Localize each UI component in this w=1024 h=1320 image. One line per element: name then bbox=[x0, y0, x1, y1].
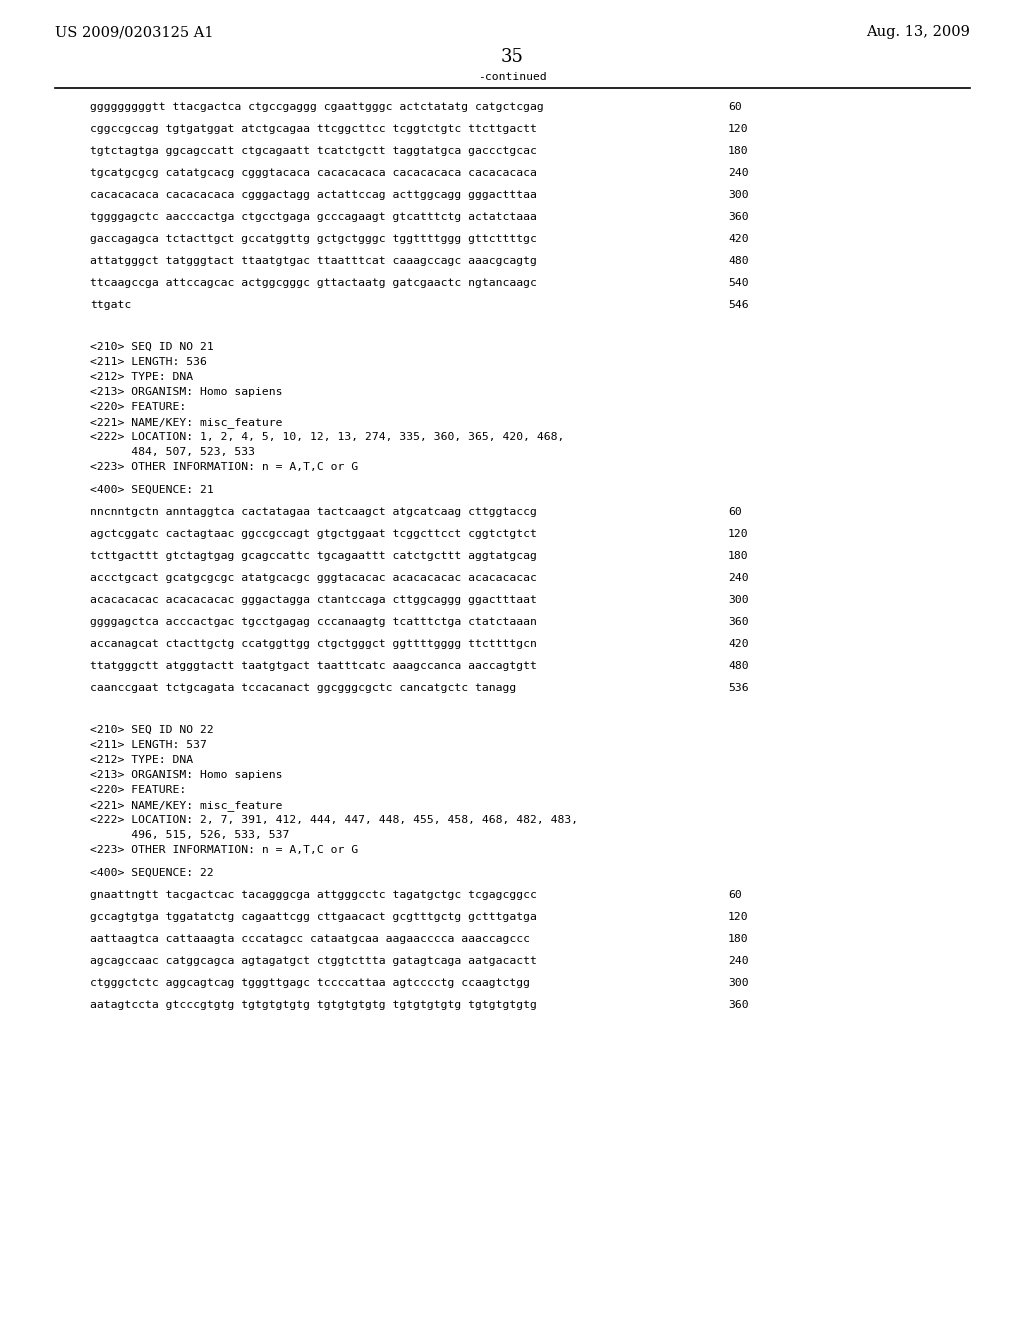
Text: 180: 180 bbox=[728, 935, 749, 944]
Text: <210> SEQ ID NO 21: <210> SEQ ID NO 21 bbox=[90, 342, 214, 352]
Text: agctcggatc cactagtaac ggccgccagt gtgctggaat tcggcttcct cggtctgtct: agctcggatc cactagtaac ggccgccagt gtgctgg… bbox=[90, 529, 537, 539]
Text: <211> LENGTH: 537: <211> LENGTH: 537 bbox=[90, 741, 207, 750]
Text: 360: 360 bbox=[728, 1001, 749, 1010]
Text: 300: 300 bbox=[728, 190, 749, 201]
Text: <222> LOCATION: 2, 7, 391, 412, 444, 447, 448, 455, 458, 468, 482, 483,: <222> LOCATION: 2, 7, 391, 412, 444, 447… bbox=[90, 814, 579, 825]
Text: ttatgggctt atgggtactt taatgtgact taatttcatc aaagccanca aaccagtgtt: ttatgggctt atgggtactt taatgtgact taatttc… bbox=[90, 661, 537, 671]
Text: acacacacac acacacacac gggactagga ctantccaga cttggcaggg ggactttaat: acacacacac acacacacac gggactagga ctantcc… bbox=[90, 595, 537, 605]
Text: gaccagagca tctacttgct gccatggttg gctgctgggc tggttttggg gttcttttgc: gaccagagca tctacttgct gccatggttg gctgctg… bbox=[90, 234, 537, 244]
Text: ttgatc: ttgatc bbox=[90, 300, 131, 310]
Text: 240: 240 bbox=[728, 956, 749, 966]
Text: <223> OTHER INFORMATION: n = A,T,C or G: <223> OTHER INFORMATION: n = A,T,C or G bbox=[90, 462, 358, 473]
Text: 120: 120 bbox=[728, 912, 749, 921]
Text: 300: 300 bbox=[728, 595, 749, 605]
Text: cacacacaca cacacacaca cgggactagg actattccag acttggcagg gggactttaa: cacacacaca cacacacaca cgggactagg actattc… bbox=[90, 190, 537, 201]
Text: caanccgaat tctgcagata tccacanact ggcgggcgctc cancatgctc tanagg: caanccgaat tctgcagata tccacanact ggcgggc… bbox=[90, 682, 516, 693]
Text: -continued: -continued bbox=[477, 73, 547, 82]
Text: tcttgacttt gtctagtgag gcagccattc tgcagaattt catctgcttt aggtatgcag: tcttgacttt gtctagtgag gcagccattc tgcagaa… bbox=[90, 550, 537, 561]
Text: 420: 420 bbox=[728, 234, 749, 244]
Text: <221> NAME/KEY: misc_feature: <221> NAME/KEY: misc_feature bbox=[90, 800, 283, 810]
Text: 480: 480 bbox=[728, 256, 749, 267]
Text: <220> FEATURE:: <220> FEATURE: bbox=[90, 785, 186, 795]
Text: aatagtccta gtcccgtgtg tgtgtgtgtg tgtgtgtgtg tgtgtgtgtg tgtgtgtgtg: aatagtccta gtcccgtgtg tgtgtgtgtg tgtgtgt… bbox=[90, 1001, 537, 1010]
Text: 120: 120 bbox=[728, 529, 749, 539]
Text: 60: 60 bbox=[728, 102, 741, 112]
Text: <400> SEQUENCE: 21: <400> SEQUENCE: 21 bbox=[90, 484, 214, 495]
Text: 60: 60 bbox=[728, 507, 741, 517]
Text: 300: 300 bbox=[728, 978, 749, 987]
Text: accctgcact gcatgcgcgc atatgcacgc gggtacacac acacacacac acacacacac: accctgcact gcatgcgcgc atatgcacgc gggtaca… bbox=[90, 573, 537, 583]
Text: ctgggctctc aggcagtcag tgggttgagc tccccattaa agtcccctg ccaagtctgg: ctgggctctc aggcagtcag tgggttgagc tccccat… bbox=[90, 978, 530, 987]
Text: 360: 360 bbox=[728, 213, 749, 222]
Text: aattaagtca cattaaagta cccatagcc cataatgcaa aagaacccca aaaccagccc: aattaagtca cattaaagta cccatagcc cataatgc… bbox=[90, 935, 530, 944]
Text: <211> LENGTH: 536: <211> LENGTH: 536 bbox=[90, 356, 207, 367]
Text: <212> TYPE: DNA: <212> TYPE: DNA bbox=[90, 755, 194, 766]
Text: accanagcat ctacttgctg ccatggttgg ctgctgggct ggttttgggg ttcttttgcn: accanagcat ctacttgctg ccatggttgg ctgctgg… bbox=[90, 639, 537, 649]
Text: Aug. 13, 2009: Aug. 13, 2009 bbox=[866, 25, 970, 40]
Text: 60: 60 bbox=[728, 890, 741, 900]
Text: 480: 480 bbox=[728, 661, 749, 671]
Text: 546: 546 bbox=[728, 300, 749, 310]
Text: ggggagctca acccactgac tgcctgagag cccanaagtg tcatttctga ctatctaaan: ggggagctca acccactgac tgcctgagag cccanaa… bbox=[90, 616, 537, 627]
Text: <220> FEATURE:: <220> FEATURE: bbox=[90, 403, 186, 412]
Text: 420: 420 bbox=[728, 639, 749, 649]
Text: 484, 507, 523, 533: 484, 507, 523, 533 bbox=[90, 447, 255, 457]
Text: 496, 515, 526, 533, 537: 496, 515, 526, 533, 537 bbox=[90, 830, 290, 840]
Text: nncnntgctn anntaggtca cactatagaa tactcaagct atgcatcaag cttggtaccg: nncnntgctn anntaggtca cactatagaa tactcaa… bbox=[90, 507, 537, 517]
Text: gggggggggtt ttacgactca ctgccgaggg cgaattgggc actctatatg catgctcgag: gggggggggtt ttacgactca ctgccgaggg cgaatt… bbox=[90, 102, 544, 112]
Text: <213> ORGANISM: Homo sapiens: <213> ORGANISM: Homo sapiens bbox=[90, 387, 283, 397]
Text: 180: 180 bbox=[728, 147, 749, 156]
Text: <213> ORGANISM: Homo sapiens: <213> ORGANISM: Homo sapiens bbox=[90, 770, 283, 780]
Text: gccagtgtga tggatatctg cagaattcgg cttgaacact gcgtttgctg gctttgatga: gccagtgtga tggatatctg cagaattcgg cttgaac… bbox=[90, 912, 537, 921]
Text: <221> NAME/KEY: misc_feature: <221> NAME/KEY: misc_feature bbox=[90, 417, 283, 428]
Text: 540: 540 bbox=[728, 279, 749, 288]
Text: US 2009/0203125 A1: US 2009/0203125 A1 bbox=[55, 25, 213, 40]
Text: <400> SEQUENCE: 22: <400> SEQUENCE: 22 bbox=[90, 869, 214, 878]
Text: 180: 180 bbox=[728, 550, 749, 561]
Text: 360: 360 bbox=[728, 616, 749, 627]
Text: <223> OTHER INFORMATION: n = A,T,C or G: <223> OTHER INFORMATION: n = A,T,C or G bbox=[90, 845, 358, 855]
Text: 240: 240 bbox=[728, 573, 749, 583]
Text: 35: 35 bbox=[501, 48, 523, 66]
Text: tgcatgcgcg catatgcacg cgggtacaca cacacacaca cacacacaca cacacacaca: tgcatgcgcg catatgcacg cgggtacaca cacacac… bbox=[90, 168, 537, 178]
Text: <222> LOCATION: 1, 2, 4, 5, 10, 12, 13, 274, 335, 360, 365, 420, 468,: <222> LOCATION: 1, 2, 4, 5, 10, 12, 13, … bbox=[90, 432, 564, 442]
Text: attatgggct tatgggtact ttaatgtgac ttaatttcat caaagccagc aaacgcagtg: attatgggct tatgggtact ttaatgtgac ttaattt… bbox=[90, 256, 537, 267]
Text: tggggagctc aacccactga ctgcctgaga gcccagaagt gtcatttctg actatctaaa: tggggagctc aacccactga ctgcctgaga gcccaga… bbox=[90, 213, 537, 222]
Text: ttcaagccga attccagcac actggcgggc gttactaatg gatcgaactc ngtancaagc: ttcaagccga attccagcac actggcgggc gttacta… bbox=[90, 279, 537, 288]
Text: agcagccaac catggcagca agtagatgct ctggtcttta gatagtcaga aatgacactt: agcagccaac catggcagca agtagatgct ctggtct… bbox=[90, 956, 537, 966]
Text: gnaattngtt tacgactcac tacagggcga attgggcctc tagatgctgc tcgagcggcc: gnaattngtt tacgactcac tacagggcga attgggc… bbox=[90, 890, 537, 900]
Text: tgtctagtga ggcagccatt ctgcagaatt tcatctgctt taggtatgca gaccctgcac: tgtctagtga ggcagccatt ctgcagaatt tcatctg… bbox=[90, 147, 537, 156]
Text: cggccgccag tgtgatggat atctgcagaa ttcggcttcc tcggtctgtc ttcttgactt: cggccgccag tgtgatggat atctgcagaa ttcggct… bbox=[90, 124, 537, 135]
Text: 536: 536 bbox=[728, 682, 749, 693]
Text: 120: 120 bbox=[728, 124, 749, 135]
Text: 240: 240 bbox=[728, 168, 749, 178]
Text: <212> TYPE: DNA: <212> TYPE: DNA bbox=[90, 372, 194, 381]
Text: <210> SEQ ID NO 22: <210> SEQ ID NO 22 bbox=[90, 725, 214, 735]
